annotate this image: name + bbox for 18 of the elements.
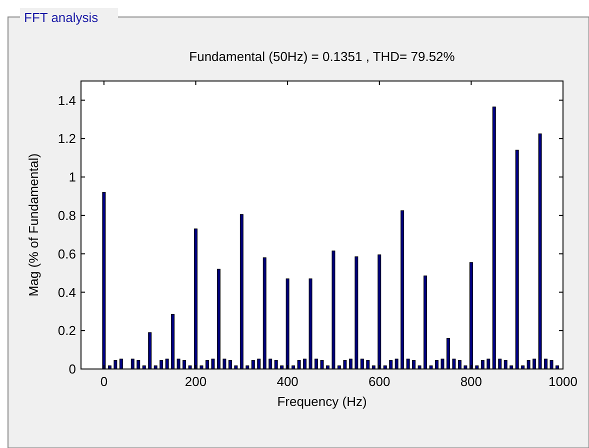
x-tick-label: 600 (368, 374, 390, 389)
chart-title: FFT analysis (24, 10, 99, 25)
x-tick-label: 400 (276, 374, 298, 389)
y-tick-label: 1.4 (58, 92, 76, 108)
x-tick-label: 800 (460, 374, 482, 389)
x-axis-title: Frequency (Hz) (277, 394, 367, 409)
x-tick-label: 200 (184, 374, 207, 389)
y-tick-label: 0.4 (58, 284, 76, 300)
chart-subtitle: Fundamental (50Hz) = 0.1351 , THD= 79.52% (189, 49, 456, 64)
y-axis-title: Mag (% of Fundamental) (26, 153, 41, 297)
x-tick-label: 1000 (548, 374, 578, 389)
y-tick-label: 0.6 (58, 246, 76, 262)
y-tick-label: 0.2 (58, 323, 76, 338)
y-tick-label: 1 (68, 170, 76, 185)
y-tick-label: 0.8 (58, 208, 76, 223)
y-tick-label: 1.2 (58, 131, 76, 146)
x-tick-label: 0 (100, 374, 108, 389)
y-tick-label: 0 (68, 362, 76, 377)
